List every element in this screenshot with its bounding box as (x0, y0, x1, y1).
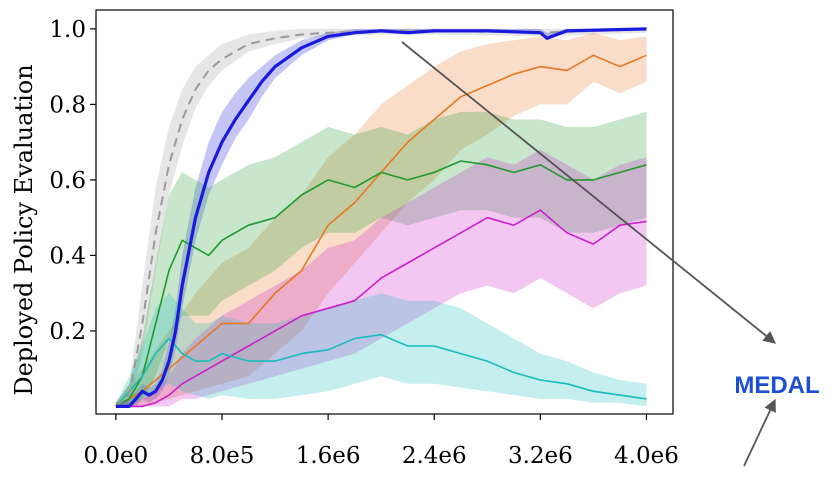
y-tick-label: 0.6 (49, 168, 86, 194)
x-tick-label: 0.0e0 (83, 443, 148, 469)
series-5-line (115, 333, 647, 407)
x-axis: 0.0e0 8.0e5 1.6e6 2.4e6 3.2e6 4.0e6 (83, 414, 679, 469)
plot-frame (95, 9, 674, 415)
y-axis-label: Deployed Policy Evaluation (10, 64, 38, 395)
x-tick-label: 3.2e6 (508, 443, 573, 469)
x-tick-label: 1.6e6 (296, 443, 361, 469)
annotation-arrow-upper (401, 41, 776, 344)
x-tick-label: 8.0e5 (190, 443, 255, 469)
series-1-line (115, 27, 647, 408)
y-tick-label: 0.4 (49, 243, 86, 269)
series-2-band (115, 32, 647, 407)
series-3-line (115, 160, 647, 408)
series-3-band (115, 111, 647, 407)
y-axis: 0.2 0.4 0.6 0.8 1.0 (49, 17, 96, 345)
x-tick-label: 4.0e6 (614, 443, 679, 469)
series-0-line (115, 27, 647, 408)
y-tick-label: 1.0 (49, 17, 86, 43)
annotation-arrow-lower (743, 398, 776, 467)
y-tick-label: 0.8 (49, 92, 86, 118)
series-4-line (115, 209, 647, 408)
series-lines (115, 27, 647, 408)
annotation-label-medal: MEDAL (734, 372, 819, 399)
x-tick-label: 2.4e6 (402, 443, 467, 469)
y-tick-label: 0.2 (49, 319, 86, 345)
series-5-band (115, 293, 647, 407)
